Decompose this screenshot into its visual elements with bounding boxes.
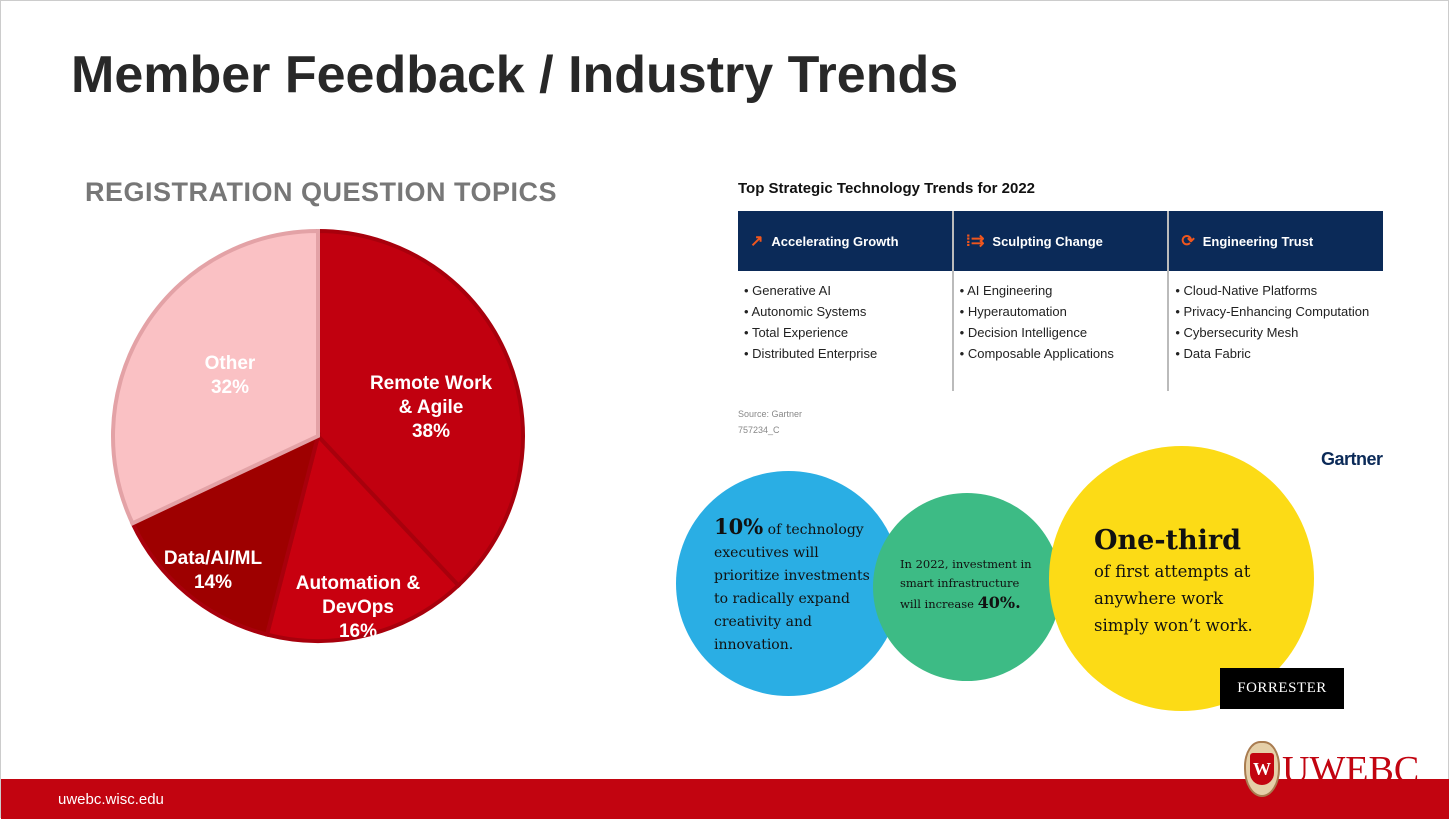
- list-item: Decision Intelligence: [960, 325, 1162, 340]
- stat-circle-green: In 2022, investment in smart infrastruct…: [873, 493, 1061, 681]
- source-note: Source: Gartner 757234_C: [738, 406, 802, 438]
- pie-slice: [264, 431, 462, 643]
- stat-value: 40%.: [977, 593, 1021, 612]
- stat-circle-blue: 10% of technology executives will priori…: [676, 471, 901, 696]
- list-item: Generative AI: [744, 283, 946, 298]
- list-item: Data Fabric: [1175, 346, 1377, 361]
- pie-slice: [129, 432, 321, 637]
- crest-letter: W: [1250, 753, 1274, 785]
- stat-text: of technology executives will prioritize…: [714, 522, 870, 653]
- pie-slice: [111, 228, 320, 526]
- slice-label: Other 32%: [205, 353, 256, 398]
- list-item: Privacy-Enhancing Computation: [1175, 304, 1377, 319]
- stat-text: In 2022, investment in smart infrastruct…: [900, 557, 1032, 611]
- slice-label: Automation & DevOps 16%: [296, 573, 421, 642]
- pie-chart: Remote Work & Agile 38% Automation & DevOps 1…: [111, 228, 525, 643]
- pie-slice: [316, 228, 525, 589]
- logo-text: UWEBC: [1282, 749, 1420, 791]
- trust-cycle-icon: ⟳: [1181, 233, 1195, 250]
- footer-bar: [1, 779, 1449, 819]
- growth-chart-icon: ↗: [750, 233, 764, 250]
- stat-circle-yellow: One-third of first attempts at anywhere w…: [1049, 446, 1314, 711]
- trend-column: ↗ Accelerating Growth Generative AI Auton…: [738, 211, 954, 391]
- column-header: Engineering Trust: [1202, 233, 1314, 249]
- list-item: Total Experience: [744, 325, 946, 340]
- figure-code: 757234_C: [738, 425, 780, 435]
- list-item: Autonomic Systems: [744, 304, 946, 319]
- slice-label: Data/AI/ML 14%: [164, 548, 263, 593]
- list-item: AI Engineering: [960, 283, 1162, 298]
- trends-table: ↗ Accelerating Growth Generative AI Auton…: [738, 211, 1384, 391]
- footer-url: uwebc.wisc.edu: [58, 791, 164, 808]
- stat-value: 10%: [714, 514, 764, 539]
- column-header: Sculpting Change: [992, 233, 1103, 249]
- trend-column: ⟳ Engineering Trust Cloud-Native Platform…: [1169, 211, 1384, 391]
- forrester-logo: FORRESTER: [1220, 668, 1344, 709]
- stat-text: of first attempts at anywhere work simpl…: [1094, 562, 1253, 635]
- list-item: Hyperautomation: [960, 304, 1162, 319]
- column-header: Accelerating Growth: [771, 233, 899, 249]
- crest-icon: W: [1244, 741, 1280, 797]
- chart-title: REGISTRATION QUESTION TOPICS: [85, 177, 558, 207]
- uwebc-logo: W UWEBC: [1244, 741, 1419, 797]
- slide-title: Member Feedback / Industry Trends: [71, 46, 959, 104]
- stat-value: One-third: [1094, 525, 1241, 556]
- slice-label: Remote Work & Agile 38%: [370, 373, 493, 442]
- gartner-title: Top Strategic Technology Trends for 2022: [738, 180, 1036, 197]
- list-item: Distributed Enterprise: [744, 346, 946, 361]
- list-item: Cloud-Native Platforms: [1175, 283, 1377, 298]
- sculpt-arrows-icon: ⁞⇉: [965, 233, 985, 250]
- gartner-logo: Gartner: [1321, 449, 1383, 469]
- trend-column: ⁞⇉ Sculpting Change AI Engineering Hypera…: [953, 211, 1170, 391]
- list-item: Cybersecurity Mesh: [1175, 325, 1377, 340]
- list-item: Composable Applications: [960, 346, 1162, 361]
- source-text: Source: Gartner: [738, 409, 803, 419]
